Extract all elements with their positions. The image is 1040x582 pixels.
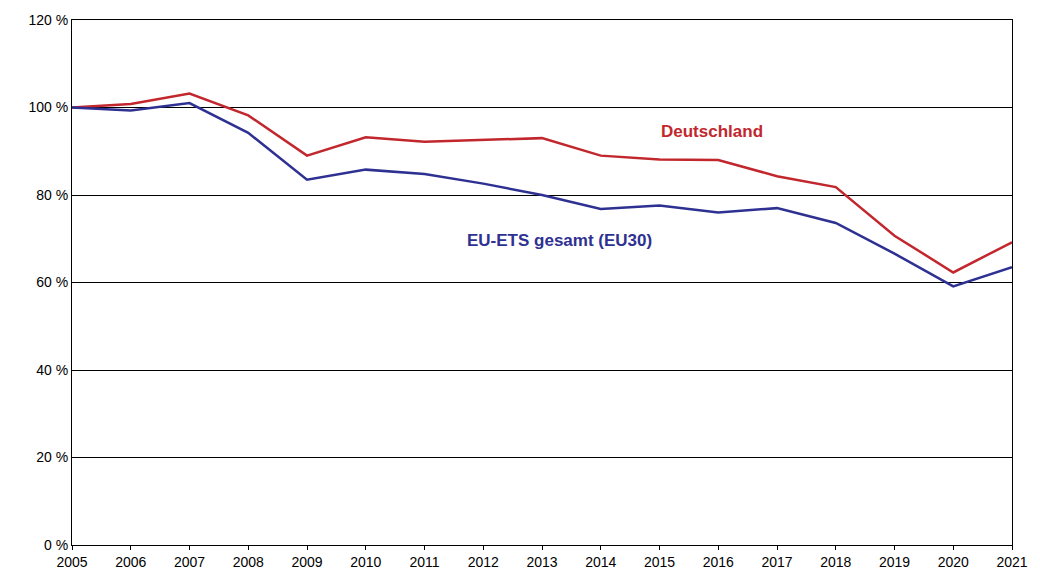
svg-text:2007: 2007 (174, 554, 205, 570)
svg-text:2019: 2019 (879, 554, 910, 570)
svg-text:2018: 2018 (820, 554, 851, 570)
svg-text:0 %: 0 % (44, 537, 68, 553)
svg-text:2014: 2014 (585, 554, 616, 570)
svg-text:2009: 2009 (291, 554, 322, 570)
svg-text:60 %: 60 % (36, 274, 68, 290)
svg-text:2021: 2021 (996, 554, 1027, 570)
svg-text:2012: 2012 (468, 554, 499, 570)
svg-text:2013: 2013 (526, 554, 557, 570)
svg-text:EU-ETS gesamt (EU30): EU-ETS gesamt (EU30) (467, 231, 652, 250)
svg-text:2011: 2011 (409, 554, 439, 570)
svg-text:20 %: 20 % (36, 449, 68, 465)
svg-text:2015: 2015 (644, 554, 675, 570)
svg-text:80 %: 80 % (36, 187, 68, 203)
svg-text:2010: 2010 (350, 554, 381, 570)
svg-text:2005: 2005 (56, 554, 87, 570)
svg-text:2006: 2006 (115, 554, 146, 570)
svg-text:120 %: 120 % (28, 12, 68, 28)
svg-text:40 %: 40 % (36, 362, 68, 378)
svg-text:Deutschland: Deutschland (661, 122, 763, 141)
svg-text:2017: 2017 (761, 554, 792, 570)
svg-text:2016: 2016 (703, 554, 734, 570)
svg-text:100 %: 100 % (28, 99, 68, 115)
svg-text:2020: 2020 (938, 554, 969, 570)
svg-text:2008: 2008 (233, 554, 264, 570)
